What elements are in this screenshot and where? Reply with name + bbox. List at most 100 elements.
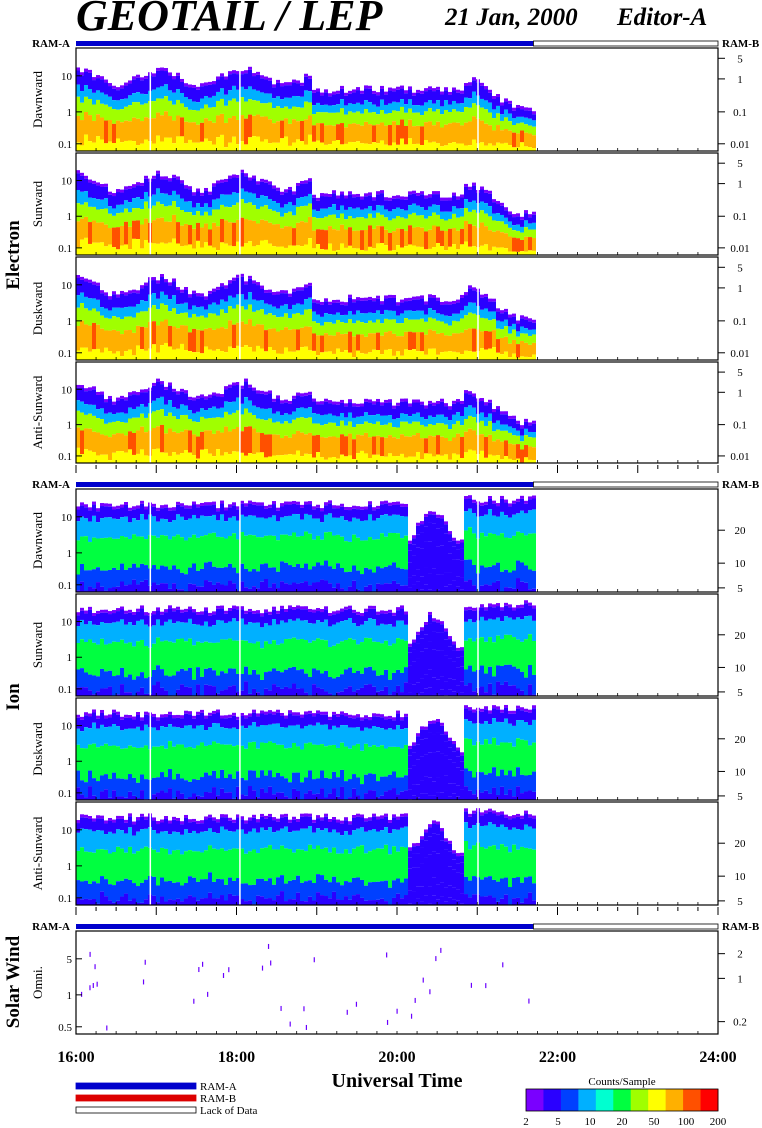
spectrogram-cell [280,415,284,424]
spectrogram-cell [336,747,340,778]
spectrogram-cell [496,516,500,536]
spectrogram-cell [408,665,412,684]
spectrogram-cell [268,567,272,588]
spectrogram-cell [288,605,292,609]
spectrogram-cell [316,507,320,519]
spectrogram-cell [216,79,220,92]
spectrogram-cell [268,222,272,244]
spectrogram-cell [200,86,204,99]
spectrogram-cell [528,335,532,345]
spectrogram-cell [468,394,472,406]
spectrogram-cell [532,250,536,255]
spectrogram-cell [484,607,488,611]
spectrogram-cell [124,295,128,308]
spectrogram-cell [200,431,204,450]
spectrogram-cell [128,226,132,250]
spectrogram-cell [428,687,432,696]
spectrogram-cell [108,460,112,463]
spectrogram-cell [420,115,424,127]
spectrogram-cell [112,353,116,360]
spectrogram-cell [132,563,136,580]
spectrogram-cell [520,641,524,672]
spectrogram-cell [152,400,156,412]
spectrogram-cell [464,199,468,208]
left-tick-label: 10 [61,280,73,292]
spectrogram-cell [336,517,340,535]
spectrogram-cell [200,725,204,743]
spectrogram-cell [152,565,156,583]
spectrogram-cell [396,438,400,457]
spectrogram-cell [120,730,124,749]
spectrogram-cell [220,769,224,789]
spectrogram-cell [196,614,200,625]
spectrogram-cell [152,178,156,195]
spectrogram-cell [180,303,184,313]
spectrogram-cell [484,536,488,568]
spectrogram-cell [348,90,352,94]
spectrogram-cell [212,741,216,771]
spectrogram-cell [80,388,84,402]
spectrogram-cell [480,502,484,506]
spectrogram-cell [416,733,420,737]
spectrogram-cell [304,714,308,726]
spectrogram-cell [504,569,508,588]
spectrogram-cell [352,427,356,440]
spectrogram-cell [320,622,324,640]
spectrogram-cell [124,120,128,141]
spectrogram-cell [404,301,408,311]
spectrogram-cell [132,141,136,151]
spectrogram-cell [508,211,512,215]
spectrogram-cell [252,415,256,429]
spectrogram-cell [100,688,104,696]
spectrogram-cell [116,138,120,151]
spectrogram-cell [236,427,240,452]
spectrogram-cell [260,648,264,680]
spectrogram-cell [132,579,136,592]
spectrogram-cell [448,218,452,229]
spectrogram-cell [440,127,444,147]
spectrogram-cell [356,406,360,417]
spectrogram-cell [260,517,264,538]
spectrogram-cell [224,313,228,329]
spectrogram-cell [428,197,432,207]
spectrogram-cell [396,533,400,568]
spectrogram-cell [228,563,232,581]
spectrogram-cell [312,311,316,322]
spectrogram-cell [512,237,516,252]
spectrogram-cell [192,514,196,535]
spectrogram-cell [336,210,340,219]
spectrogram-cell [228,717,232,729]
spectrogram-cell [388,532,392,566]
spectrogram-cell [320,193,324,197]
spectrogram-cell [212,532,216,567]
spectrogram-cell [336,218,340,231]
spectrogram-cell [272,567,276,584]
spectrogram-cell [76,427,80,448]
spectrogram-cell [388,679,392,695]
spectrogram-cell [128,121,132,141]
spectrogram-cell [276,96,280,107]
spectrogram-cell [296,139,300,151]
spectrogram-cell [208,533,212,562]
spectrogram-cell [88,298,92,311]
spectrogram-cell [300,620,304,639]
panel-label: Dawnward [30,70,45,128]
spectrogram-cell [96,282,100,286]
spectrogram-cell [212,350,216,360]
spectrogram-cell [340,714,344,726]
spectrogram-cell [448,639,452,647]
spectrogram-cell [116,778,120,797]
spectrogram-cell [460,228,464,245]
spectrogram-cell [124,643,128,678]
spectrogram-cell [120,796,124,800]
spectrogram-cell [280,688,284,696]
spectrogram-cell [272,619,276,641]
spectrogram-cell [400,692,404,696]
spectrogram-cell [292,637,296,667]
spectrogram-cell [128,449,132,463]
spectrogram-cell [272,504,276,516]
spectrogram-cell [84,449,88,463]
spectrogram-cell [396,89,400,103]
spectrogram-cell [216,567,220,583]
spectrogram-cell [440,230,444,247]
